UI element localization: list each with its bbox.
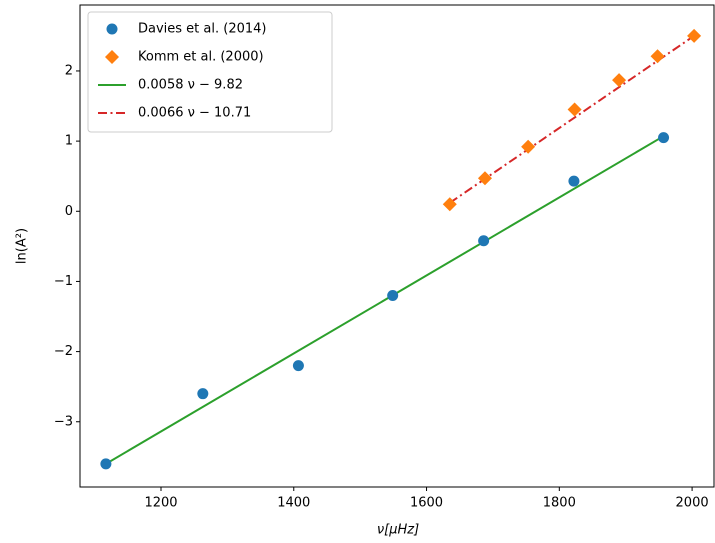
diamond-marker xyxy=(612,73,627,88)
x-tick-label: 1600 xyxy=(410,496,443,511)
y-tick-label: −1 xyxy=(54,274,73,289)
diamond-marker xyxy=(650,49,665,64)
y-tick-label: 0 xyxy=(65,204,73,219)
x-tick-label: 2000 xyxy=(676,496,709,511)
y-tick-label: −3 xyxy=(54,414,73,429)
circle-marker xyxy=(197,388,209,400)
diamond-marker xyxy=(567,102,582,117)
x-tick-label: 1800 xyxy=(543,496,576,511)
fit-line xyxy=(105,135,665,465)
x-axis-label: ν[μHz] xyxy=(377,523,419,538)
x-tick-label: 1200 xyxy=(144,496,177,511)
circle-marker xyxy=(100,458,112,470)
legend-label: Davies et al. (2014) xyxy=(138,22,266,37)
y-tick-label: 2 xyxy=(65,63,73,78)
circle-marker xyxy=(292,360,304,372)
legend-label: 0.0058 ν − 9.82 xyxy=(138,78,243,93)
y-axis-label: ln(A²) xyxy=(15,228,30,264)
legend-label: 0.0066 ν − 10.71 xyxy=(138,106,251,121)
y-tick-label: 1 xyxy=(65,134,73,149)
legend-box xyxy=(87,11,333,133)
plot-frame xyxy=(79,4,715,488)
fit-line xyxy=(449,35,695,204)
legend-label: Komm et al. (2000) xyxy=(138,50,264,65)
circle-marker xyxy=(387,289,399,301)
legend-marker xyxy=(105,50,119,64)
circle-marker xyxy=(658,132,670,144)
circle-marker xyxy=(568,175,580,187)
diamond-marker xyxy=(687,28,702,43)
circle-marker xyxy=(478,235,490,247)
diamond-marker xyxy=(521,139,536,154)
legend-marker xyxy=(106,23,118,35)
diamond-marker xyxy=(477,171,492,186)
y-tick-label: −2 xyxy=(54,344,73,359)
x-tick-label: 1400 xyxy=(277,496,310,511)
diamond-marker xyxy=(442,197,457,212)
